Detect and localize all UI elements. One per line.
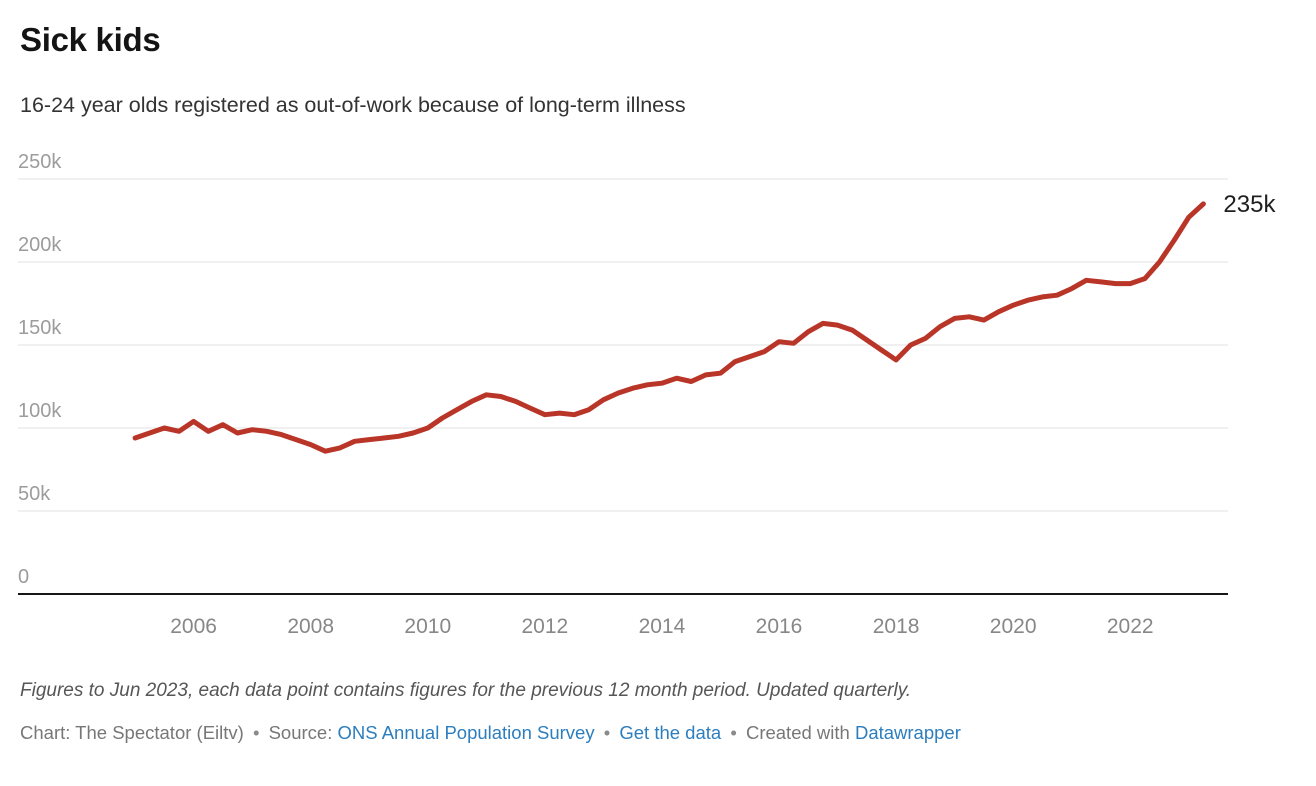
get-the-data-link[interactable]: Get the data: [619, 722, 722, 743]
x-tick-label: 2006: [170, 615, 217, 638]
line-chart: 0 50k 100k 150k 200k 250k 2006 2008 2010 2012 2014…: [18, 151, 1276, 638]
created-with-label: Created with: [745, 722, 850, 743]
y-tick-label: 200k: [18, 234, 62, 256]
source-label: Source:: [268, 722, 333, 743]
x-tick-label: 2016: [756, 615, 803, 638]
source-link[interactable]: ONS Annual Population Survey: [337, 722, 595, 743]
byline: Chart: The Spectator (Eiltv) • Source: O…: [20, 721, 961, 745]
chart-subtitle: 16-24 year olds registered as out-of-wor…: [20, 93, 686, 117]
x-tick-label: 2020: [990, 615, 1037, 638]
x-tick-label: 2012: [521, 615, 568, 638]
y-tick-label: 50k: [18, 483, 51, 505]
x-tick-label: 2014: [639, 615, 686, 638]
data-line: [132, 201, 1206, 454]
end-value-label: 235k: [1223, 191, 1276, 218]
y-tick-label: 250k: [18, 151, 62, 173]
byline-chart-credit: Chart: The Spectator (Eiltv): [20, 722, 244, 743]
x-tick-label: 2008: [287, 615, 334, 638]
x-tick-label: 2010: [404, 615, 451, 638]
x-tick-label: 2022: [1107, 615, 1154, 638]
separator-dot: •: [252, 722, 260, 743]
y-tick-label: 100k: [18, 400, 62, 422]
y-tick-label: 150k: [18, 317, 62, 339]
x-tick-label: 2018: [873, 615, 920, 638]
footnote: Figures to Jun 2023, each data point con…: [20, 680, 912, 701]
datawrapper-link[interactable]: Datawrapper: [854, 722, 961, 743]
y-tick-label: 0: [18, 566, 29, 588]
separator-dot: •: [603, 722, 611, 743]
separator-dot: •: [730, 722, 737, 743]
chart-title: Sick kids: [20, 21, 161, 58]
